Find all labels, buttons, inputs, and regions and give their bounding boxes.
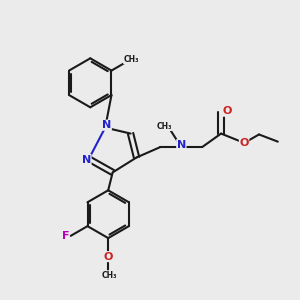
Text: CH₃: CH₃ — [124, 55, 139, 64]
Text: CH₃: CH₃ — [156, 122, 172, 130]
Text: O: O — [222, 106, 232, 116]
Text: CH₃: CH₃ — [102, 271, 117, 280]
Text: O: O — [239, 138, 249, 148]
Text: O: O — [103, 252, 113, 262]
Text: N: N — [82, 154, 91, 165]
Text: N: N — [102, 120, 111, 130]
Text: N: N — [177, 140, 186, 150]
Text: F: F — [61, 231, 69, 241]
